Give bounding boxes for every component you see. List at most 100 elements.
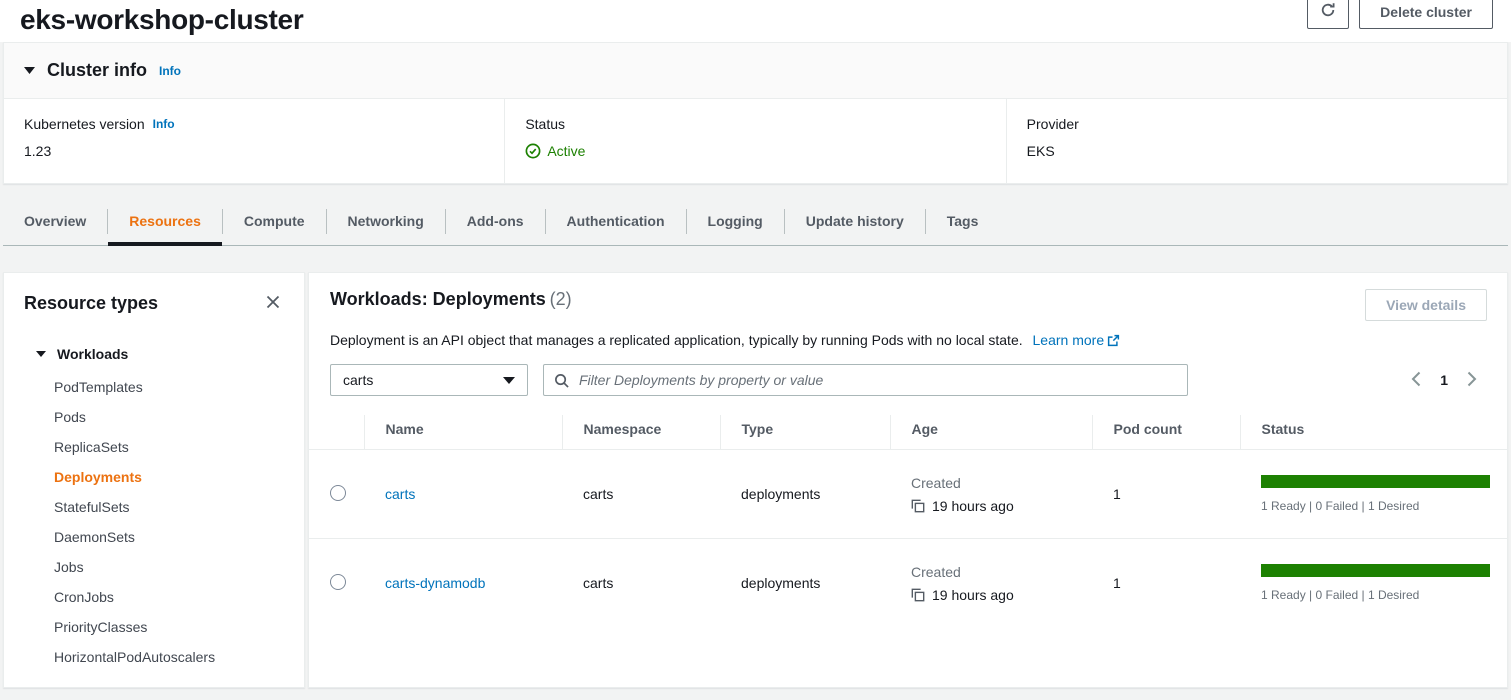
column-header-type: Type [719,415,890,450]
kubernetes-version-info-link[interactable]: Info [152,117,175,131]
sidebar-item-horizontalpodautoscalers[interactable]: HorizontalPodAutoscalers [54,649,216,665]
field-kubernetes-version: Kubernetes version Info 1.23 [4,99,504,183]
content-area: Resource types Workloads PodTemplates Po… [0,272,1511,688]
status-progress-bar [1261,475,1490,488]
kubernetes-version-value: 1.23 [24,143,52,159]
column-header-namespace: Namespace [561,415,720,450]
caret-down-icon [503,376,515,384]
cluster-info-header[interactable]: Cluster info Info [4,43,1507,99]
column-header-status: Status [1239,415,1507,450]
tree-group-label: Workloads [57,346,129,362]
cluster-info-fields: Kubernetes version Info 1.23 Status Acti… [4,99,1507,183]
chevron-right-icon [1467,371,1477,390]
deployment-age: 19 hours ago [932,586,1014,603]
tab-separator [685,209,687,234]
page-title: eks-workshop-cluster [20,4,304,35]
pagination: 1 [1411,371,1487,390]
view-details-button[interactable]: View details [1365,289,1487,321]
sidebar-item-podtemplates[interactable]: PodTemplates [54,379,143,395]
tab-separator [783,209,785,234]
sidebar-item-daemonsets[interactable]: DaemonSets [54,529,135,545]
deployment-name-link[interactable]: carts [385,486,416,502]
tab-networking[interactable]: Networking [347,213,424,229]
external-link-icon [1107,334,1120,350]
tab-add-ons[interactable]: Add-ons [466,213,524,229]
close-icon [264,293,282,314]
deployment-type: deployments [720,538,890,628]
copy-icon[interactable] [911,588,925,602]
search-icon [554,373,569,388]
tab-separator [444,209,446,234]
provider-label: Provider [1026,116,1079,132]
table-header-row: Name Namespace Type Age Pod count Status [309,415,1507,450]
close-panel-button[interactable] [262,291,284,316]
delete-cluster-button[interactable]: Delete cluster [1359,0,1493,29]
sidebar-item-statefulsets[interactable]: StatefulSets [54,499,130,515]
table-row: carts-dynamodb carts deployments Created… [309,538,1507,628]
deployment-pod-count: 1 [1092,538,1240,628]
search-input[interactable] [577,371,1177,389]
kubernetes-version-label: Kubernetes version [24,116,145,132]
resource-types-tree: Workloads PodTemplates Pods ReplicaSets … [4,322,304,672]
sidebar-item-cronjobs[interactable]: CronJobs [54,589,114,605]
tree-group-workloads[interactable]: Workloads [36,346,304,362]
tab-tags[interactable]: Tags [946,213,979,229]
resource-types-title: Resource types [24,293,159,313]
status-active-text: Active [547,143,586,159]
deployments-count: (2) [549,289,572,309]
field-status: Status Active [504,99,1005,183]
column-header-pod-count: Pod count [1091,415,1240,450]
cluster-info-info-link[interactable]: Info [159,63,182,78]
cluster-info-title: Cluster info [47,60,148,80]
copy-icon[interactable] [911,499,925,513]
deployment-pod-count: 1 [1113,486,1121,502]
sidebar-item-jobs[interactable]: Jobs [54,559,84,575]
tab-logging[interactable]: Logging [707,213,763,229]
cluster-info-panel: Cluster info Info Kubernetes version Inf… [3,42,1508,184]
tab-compute[interactable]: Compute [243,213,305,229]
sidebar-item-deployments[interactable]: Deployments [54,469,142,485]
learn-more-link[interactable]: Learn more [1032,332,1105,348]
current-page[interactable]: 1 [1440,372,1448,388]
filter-type-value: carts [343,372,374,388]
collapse-triangle-icon [24,67,35,74]
sidebar-item-priorityclasses[interactable]: PriorityClasses [54,619,148,635]
provider-value: EKS [1026,143,1055,159]
row-radio-button[interactable] [330,484,346,501]
tab-overview[interactable]: Overview [24,213,87,229]
tab-bar: Overview Resources Compute Networking Ad… [3,198,1508,246]
refresh-button[interactable] [1307,0,1350,29]
check-circle-icon [525,143,541,159]
deployment-namespace: carts [562,538,720,628]
deployments-table: Name Namespace Type Age Pod count Status… [309,415,1507,628]
tab-authentication[interactable]: Authentication [566,213,665,229]
row-radio-button[interactable] [330,573,346,590]
tab-resources[interactable]: Resources [108,198,222,246]
tab-separator [325,209,327,234]
table-row: carts carts deployments Created 19 hours… [309,450,1507,539]
field-provider: Provider EKS [1005,99,1507,183]
sidebar-item-replicasets[interactable]: ReplicaSets [54,439,129,455]
deployments-description: Deployment is an API object that manages… [330,332,1023,348]
previous-page-button[interactable] [1411,371,1421,390]
page-header: eks-workshop-cluster Delete cluster [0,0,1511,42]
deployment-namespace: carts [583,486,614,502]
selection-column-header [309,415,364,450]
tab-separator [107,209,109,234]
status-summary: 1 Ready | 0 Failed | 1 Desired [1261,499,1420,513]
deployments-title: Workloads: Deployments [330,289,546,309]
status-summary: 1 Ready | 0 Failed | 1 Desired [1261,588,1420,603]
next-page-button[interactable] [1467,371,1477,390]
tab-update-history[interactable]: Update history [805,213,904,229]
deployment-name-link[interactable]: carts-dynamodb [385,575,486,592]
resource-types-panel: Resource types Workloads PodTemplates Po… [3,272,305,688]
status-progress-bar [1261,564,1490,578]
status-label: Status [525,116,566,132]
header-actions: Delete cluster [1307,0,1493,29]
search-field [543,364,1188,396]
sidebar-item-pods[interactable]: Pods [54,409,86,425]
filter-type-select[interactable]: carts [330,364,528,396]
column-header-age: Age [889,415,1092,450]
tab-separator [544,209,546,234]
deployment-type: deployments [741,486,821,502]
